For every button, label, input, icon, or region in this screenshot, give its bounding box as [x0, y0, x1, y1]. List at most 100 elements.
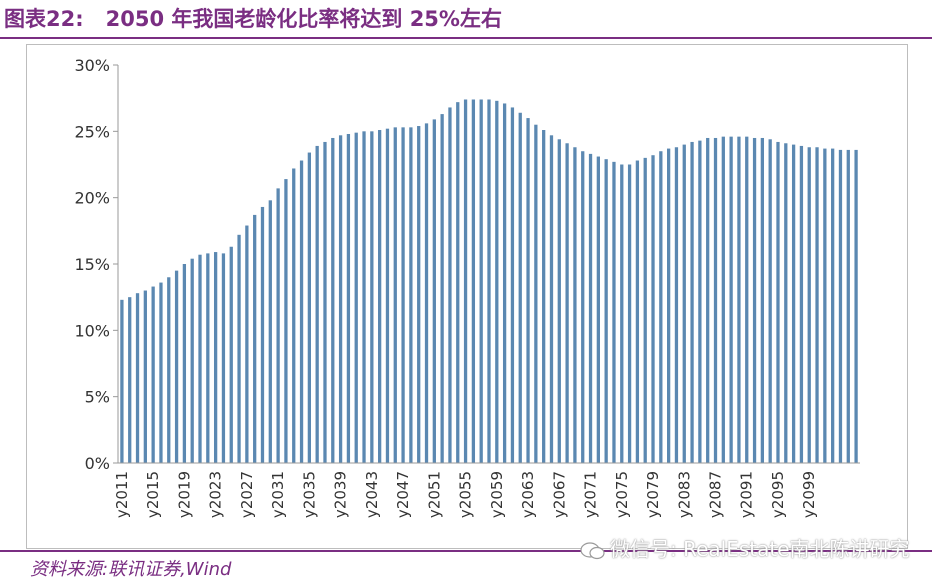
- bar: [620, 164, 624, 463]
- bar: [174, 270, 179, 463]
- bar: [221, 253, 226, 463]
- bar: [768, 139, 772, 463]
- bar: [417, 126, 421, 463]
- bar: [799, 145, 804, 463]
- bar: [745, 136, 749, 463]
- bar: [526, 118, 530, 463]
- x-tick-label: y2067: [550, 471, 568, 518]
- y-tick-label: 0%: [85, 454, 110, 473]
- wechat-icon: [580, 541, 605, 559]
- x-tick-label: y2027: [238, 471, 256, 518]
- bar: [378, 130, 382, 463]
- bar: [237, 234, 241, 463]
- bar: [659, 151, 663, 463]
- bar: [299, 160, 304, 463]
- bar: [456, 102, 460, 464]
- bar: [135, 293, 140, 463]
- bar: [471, 99, 476, 464]
- bar: [463, 99, 468, 464]
- x-tick-label: y2083: [675, 471, 693, 518]
- bar: [409, 127, 413, 463]
- figure-number: 图表22:: [4, 7, 84, 31]
- bar: [198, 254, 202, 463]
- bar: [331, 137, 335, 463]
- bar: [245, 225, 249, 463]
- y-tick-label: 25%: [74, 122, 110, 141]
- bar: [557, 139, 561, 463]
- x-tick-label: y2023: [207, 471, 225, 518]
- bar: [651, 155, 655, 463]
- bar: [268, 200, 272, 463]
- bar: [729, 136, 733, 463]
- y-tick-label: 10%: [74, 321, 110, 340]
- bar: [292, 168, 296, 463]
- x-tick-label: y2039: [332, 471, 350, 518]
- bar: [159, 282, 163, 463]
- bar: [690, 141, 694, 463]
- bar: [284, 179, 288, 463]
- bar: [495, 100, 499, 463]
- bar: [213, 252, 218, 463]
- bar: [424, 123, 429, 464]
- x-tick-label: y2091: [738, 471, 756, 518]
- bar: [182, 264, 187, 463]
- x-tick-label: y2055: [457, 471, 475, 518]
- x-tick-label: y2087: [707, 471, 725, 518]
- bar: [682, 144, 686, 463]
- bar: [323, 141, 327, 463]
- bar: [713, 137, 718, 463]
- bar: [831, 148, 835, 463]
- x-tick-label: y2031: [269, 471, 287, 518]
- watermark-text: 微信号: RealEstate南北陈讲研究: [610, 537, 910, 561]
- bar: [706, 137, 710, 463]
- bar: [815, 147, 819, 463]
- bar: [393, 127, 397, 463]
- title-divider: [0, 37, 932, 39]
- bar: [143, 290, 147, 463]
- bar: [502, 103, 507, 463]
- bar: [721, 136, 725, 463]
- bar: [253, 214, 257, 463]
- bar: [128, 297, 132, 463]
- y-tick-label: 5%: [85, 388, 110, 407]
- x-tick-label: y2079: [644, 471, 662, 518]
- figure-title-text: 2050 年我国老龄化比率将达到 25%左右: [105, 7, 502, 31]
- bar: [643, 157, 647, 463]
- x-tick-label: y2019: [175, 471, 193, 518]
- bar: [190, 258, 194, 463]
- x-tick-label: y2059: [488, 471, 506, 518]
- bar: [854, 149, 858, 463]
- bar: [260, 206, 265, 463]
- bar: [581, 151, 585, 463]
- bar: [846, 149, 850, 463]
- bar: [167, 277, 171, 463]
- source-divider: [0, 550, 932, 552]
- x-tick-label: y2063: [519, 471, 537, 518]
- x-tick-label: y2071: [582, 471, 600, 518]
- bar: [315, 145, 319, 463]
- bar: [206, 253, 210, 463]
- figure-title: 图表22: 2050 年我国老龄化比率将达到 25%左右: [4, 3, 502, 33]
- source-note: 资料来源:联讯证券,Wind: [30, 559, 232, 580]
- bar: [737, 136, 741, 463]
- bar-chart: 0% 5% 10% 15% 20% 25% 30% y2011 y2015 y2019 y2023 y…: [74, 56, 860, 518]
- x-tick-label: y2075: [613, 471, 631, 518]
- bar: [573, 147, 577, 463]
- bar: [385, 128, 390, 463]
- x-tick-label: y2015: [144, 471, 162, 518]
- y-tick-label: 20%: [74, 189, 110, 208]
- x-tick-label: y2095: [769, 471, 787, 518]
- bar: [791, 144, 796, 463]
- y-tick-label: 15%: [74, 255, 110, 274]
- bar: [549, 135, 554, 463]
- bar: [354, 132, 358, 463]
- bar: [667, 148, 671, 463]
- bar: [346, 133, 351, 463]
- bar: [479, 99, 483, 464]
- bar: [612, 161, 616, 463]
- bar: [448, 107, 452, 463]
- bar: [338, 135, 343, 463]
- bar: [604, 159, 608, 463]
- watermark: 微信号: RealEstate南北陈讲研究: [580, 533, 910, 562]
- bar: [307, 152, 311, 463]
